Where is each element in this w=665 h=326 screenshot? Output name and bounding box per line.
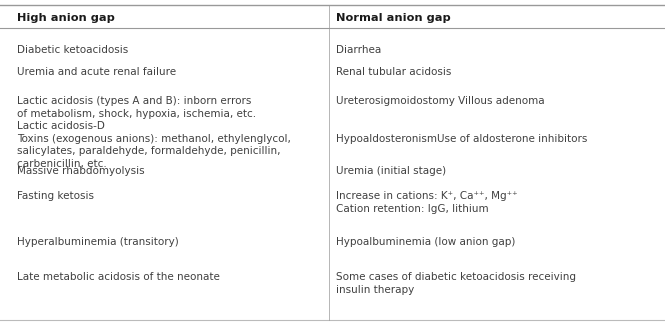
Text: Lactic acidosis (types A and B): inborn errors
of metabolism, shock, hypoxia, is: Lactic acidosis (types A and B): inborn … bbox=[17, 96, 256, 131]
Text: Hyperalbuminemia (transitory): Hyperalbuminemia (transitory) bbox=[17, 237, 178, 247]
Text: Hypoalbuminemia (low anion gap): Hypoalbuminemia (low anion gap) bbox=[336, 237, 515, 247]
Text: Uremia (initial stage): Uremia (initial stage) bbox=[336, 166, 446, 176]
Text: Massive rhabdomyolysis: Massive rhabdomyolysis bbox=[17, 166, 144, 176]
Text: Diabetic ketoacidosis: Diabetic ketoacidosis bbox=[17, 45, 128, 55]
Text: Some cases of diabetic ketoacidosis receiving
insulin therapy: Some cases of diabetic ketoacidosis rece… bbox=[336, 272, 576, 295]
Text: Ureterosigmoidostomy Villous adenoma: Ureterosigmoidostomy Villous adenoma bbox=[336, 96, 545, 106]
Text: Normal anion gap: Normal anion gap bbox=[336, 13, 451, 23]
Text: Toxins (exogenous anions): methanol, ethylenglycol,
salicylates, paraldehyde, fo: Toxins (exogenous anions): methanol, eth… bbox=[17, 134, 291, 169]
Text: HypoaldosteronismUse of aldosterone inhibitors: HypoaldosteronismUse of aldosterone inhi… bbox=[336, 134, 587, 144]
Text: Increase in cations: K⁺, Ca⁺⁺, Mg⁺⁺
Cation retention: IgG, lithium: Increase in cations: K⁺, Ca⁺⁺, Mg⁺⁺ Cati… bbox=[336, 191, 517, 214]
Text: Late metabolic acidosis of the neonate: Late metabolic acidosis of the neonate bbox=[17, 272, 219, 282]
Text: Renal tubular acidosis: Renal tubular acidosis bbox=[336, 67, 451, 77]
Text: Diarrhea: Diarrhea bbox=[336, 45, 381, 55]
Text: Uremia and acute renal failure: Uremia and acute renal failure bbox=[17, 67, 176, 77]
Text: Fasting ketosis: Fasting ketosis bbox=[17, 191, 94, 201]
Text: High anion gap: High anion gap bbox=[17, 13, 114, 23]
